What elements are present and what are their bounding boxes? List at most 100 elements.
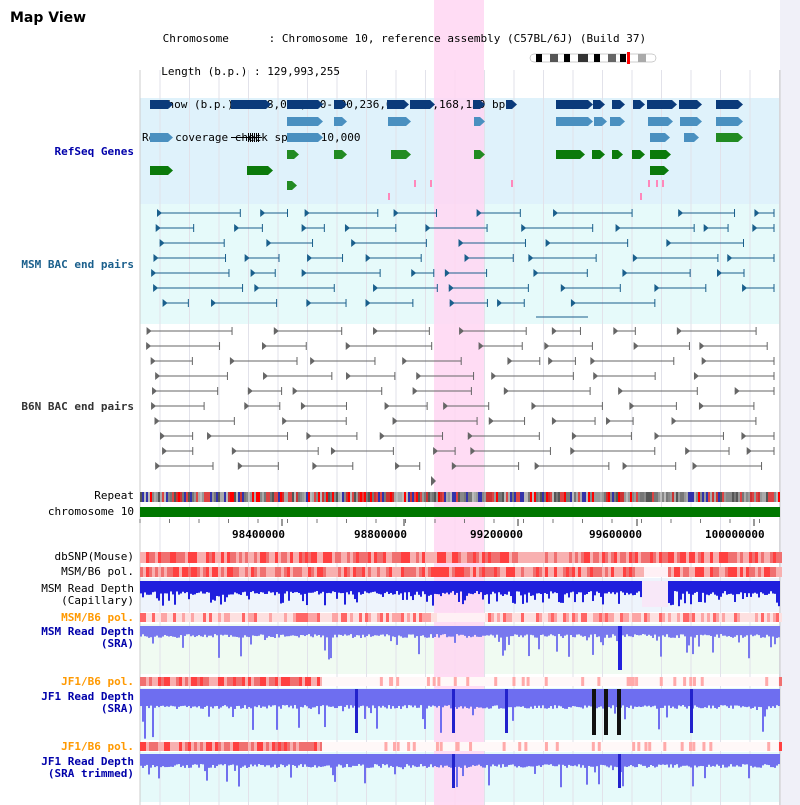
- gene-exon-block: [334, 117, 342, 126]
- read-depth-bar: [474, 754, 476, 766]
- read-depth-bar: [354, 581, 356, 600]
- polymorphism-bin: [215, 552, 218, 563]
- read-depth-bar: [654, 754, 656, 768]
- read-depth-bar: [216, 581, 218, 596]
- repeat-element: [350, 492, 352, 502]
- info-chromosome: Chromosome : Chromosome 10, reference as…: [156, 32, 647, 45]
- read-depth-bar: [596, 626, 598, 638]
- polymorphism-bin: [494, 677, 498, 686]
- polymorphism-bin: [218, 613, 221, 622]
- repeat-element: [238, 492, 240, 502]
- repeat-element: [554, 492, 556, 502]
- polymorphism-bin: [263, 742, 266, 751]
- polymorphism-bin: [422, 613, 425, 622]
- polymorphism-bin: [308, 552, 311, 563]
- polymorphism-bin: [185, 742, 188, 751]
- polymorphism-bin: [320, 677, 323, 686]
- read-depth-bar: [510, 689, 512, 708]
- polymorphism-bin: [764, 567, 767, 577]
- polymorphism-bin: [431, 552, 434, 563]
- read-depth-bar: [278, 689, 280, 707]
- read-depth-bar: [744, 581, 746, 594]
- read-depth-gap: [592, 689, 596, 735]
- polymorphism-bin: [302, 677, 305, 686]
- polymorphism-bin: [548, 613, 551, 622]
- read-depth-bar: [406, 754, 408, 765]
- read-depth-bar: [288, 581, 290, 601]
- polymorphism-bin: [377, 552, 380, 563]
- polymorphism-bin: [713, 613, 716, 622]
- read-depth-bar: [668, 626, 670, 638]
- read-depth-bar: [154, 754, 156, 768]
- read-depth-bar: [176, 689, 178, 709]
- polymorphism-bin: [275, 567, 278, 577]
- read-depth-bar: [538, 581, 540, 594]
- read-depth-bar: [400, 626, 402, 637]
- repeat-element: [288, 492, 290, 502]
- polymorphism-bin: [554, 552, 557, 563]
- repeat-element: [536, 492, 538, 502]
- polymorphism-bin: [317, 742, 320, 751]
- read-depth-bar: [392, 754, 394, 768]
- read-depth-bar: [270, 626, 272, 637]
- polymorphism-bin: [287, 742, 290, 751]
- polymorphism-bin: [677, 567, 680, 577]
- read-depth-bar: [564, 689, 566, 709]
- read-depth-bar: [346, 581, 348, 593]
- read-depth-bar: [436, 754, 438, 768]
- read-depth-bar: [540, 626, 542, 636]
- chromosome-ideogram[interactable]: [528, 52, 660, 64]
- read-depth-bar: [288, 626, 290, 637]
- polymorphism-bin: [398, 567, 401, 577]
- repeat-element: [302, 492, 304, 502]
- polymorphism-bin: [473, 552, 476, 563]
- read-depth-bar: [738, 754, 740, 767]
- read-depth-bar: [712, 581, 714, 593]
- read-depth-bar: [364, 689, 366, 719]
- polymorphism-bin: [497, 567, 500, 577]
- repeat-element: [698, 492, 700, 502]
- chromosome-label: chromosome 10: [47, 505, 134, 518]
- read-depth-bar: [506, 754, 508, 767]
- read-depth-bar: [260, 581, 262, 593]
- repeat-element: [624, 492, 626, 502]
- read-depth-bar: [756, 754, 758, 768]
- read-depth-bar: [506, 626, 508, 637]
- polymorphism-bin: [293, 567, 296, 577]
- polymorphism-bin: [581, 567, 584, 577]
- read-depth-bar: [648, 754, 650, 767]
- gene-exon-block: [716, 100, 738, 109]
- read-depth-bar: [586, 581, 588, 595]
- read-depth-bar: [652, 689, 654, 707]
- polymorphism-bin: [605, 552, 608, 563]
- read-depth-bar: [728, 581, 730, 595]
- read-depth-bar: [182, 689, 184, 706]
- polymorphism-bin: [362, 567, 365, 577]
- msm-depth-capillary-label-1: MSM Read Depth: [41, 582, 134, 595]
- read-depth-bar: [226, 626, 228, 635]
- polymorphism-bin: [581, 677, 585, 686]
- polymorphism-bin: [584, 613, 587, 622]
- repeat-element: [274, 492, 276, 502]
- polymorphism-bin: [251, 567, 254, 577]
- read-depth-bar: [602, 581, 604, 605]
- polymorphism-bin: [659, 567, 662, 577]
- polymorphism-bin: [485, 552, 488, 563]
- read-depth-bar: [652, 754, 654, 766]
- polymorphism-bin: [302, 567, 305, 577]
- polymorphism-bin: [557, 552, 560, 563]
- polymorphism-bin: [434, 613, 437, 622]
- read-depth-bar: [344, 626, 346, 635]
- read-depth-bar: [322, 626, 324, 636]
- polymorphism-bin: [239, 567, 242, 577]
- polymorphism-bin: [737, 613, 740, 622]
- read-depth-bar: [694, 626, 696, 638]
- read-depth-bar: [360, 626, 362, 638]
- read-depth-bar: [270, 754, 272, 768]
- repeat-element: [580, 492, 582, 502]
- bac-end-marker: [344, 224, 350, 232]
- read-depth-bar: [672, 581, 674, 605]
- polymorphism-bin: [215, 613, 218, 622]
- polymorphism-bin: [722, 552, 725, 563]
